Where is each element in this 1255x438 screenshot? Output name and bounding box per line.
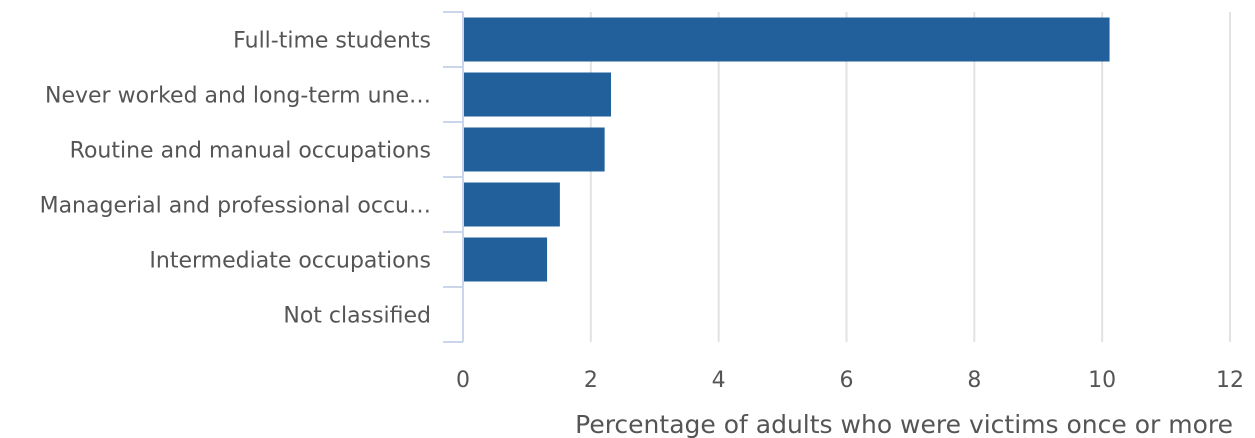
x-tick-label-12: 12 — [1216, 368, 1244, 393]
x-tick-label-0: 0 — [456, 368, 470, 393]
bar-3[interactable] — [464, 183, 560, 227]
x-tick-label-8: 8 — [967, 368, 981, 393]
bars — [464, 18, 1110, 282]
bar-1[interactable] — [464, 73, 611, 117]
category-labels: Full-time students Never worked and long-… — [40, 29, 431, 329]
x-tick-label-2: 2 — [584, 368, 598, 393]
x-tick-label-10: 10 — [1088, 368, 1116, 393]
bar-4[interactable] — [464, 238, 547, 282]
category-label: Managerial and professional occu… — [40, 194, 431, 219]
category-label: Not classified — [283, 304, 431, 329]
bar-0[interactable] — [464, 18, 1110, 62]
category-label: Full-time students — [233, 29, 431, 54]
x-axis-title: Percentage of adults who were victims on… — [575, 410, 1233, 438]
category-label: Routine and manual occupations — [70, 139, 431, 164]
x-tick-label-6: 6 — [840, 368, 854, 393]
category-label: Never worked and long-term une… — [45, 84, 431, 109]
bar-2[interactable] — [464, 128, 605, 172]
y-axis — [443, 12, 463, 342]
x-tick-label-4: 4 — [712, 368, 726, 393]
x-tick-labels: 0 2 4 6 8 10 12 — [456, 368, 1244, 393]
category-label: Intermediate occupations — [149, 249, 431, 274]
